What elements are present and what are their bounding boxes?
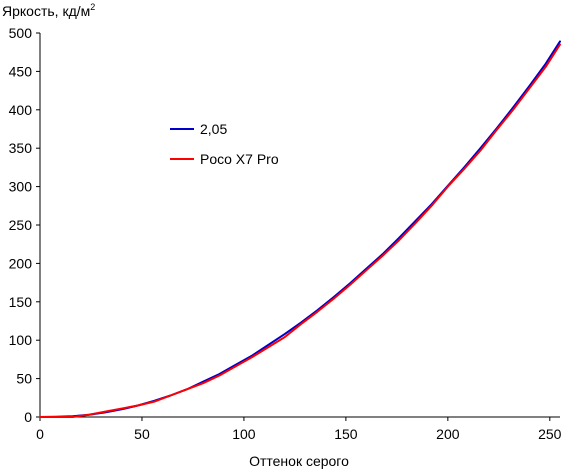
- legend-label-1: 2,05: [200, 121, 227, 137]
- y-tick-label: 450: [9, 63, 33, 79]
- y-tick-label: 150: [9, 294, 33, 310]
- y-tick-label: 250: [9, 217, 33, 233]
- series-line-2: [39, 43, 561, 418]
- plot-area: 0 50 100 150 200 250 300 350 400 450 500 0 50 100 150 2…: [9, 25, 562, 442]
- y-tick-label: 400: [9, 102, 33, 118]
- x-tick-label: 150: [334, 426, 358, 442]
- y-tick-label: 300: [9, 179, 33, 195]
- y-tick-label: 50: [16, 371, 32, 387]
- y-tick-label: 500: [9, 25, 33, 41]
- x-tick-label: 250: [538, 426, 562, 442]
- x-axis-title: Оттенок серого: [249, 453, 349, 469]
- x-tick-label: 200: [436, 426, 460, 442]
- y-tick-label: 350: [9, 140, 33, 156]
- y-tick-label: 100: [9, 332, 33, 348]
- x-tick-label: 0: [36, 426, 44, 442]
- y-tick-label: 200: [9, 255, 33, 271]
- x-tick-label: 50: [134, 426, 150, 442]
- x-tick-label: 100: [232, 426, 256, 442]
- series-line-1: [39, 40, 561, 418]
- legend: 2,05 Poco X7 Pro: [170, 121, 279, 167]
- y-tick-label: 0: [24, 409, 32, 425]
- legend-label-2: Poco X7 Pro: [200, 151, 279, 167]
- y-axis-title: Яркость, кд/м2: [2, 2, 95, 19]
